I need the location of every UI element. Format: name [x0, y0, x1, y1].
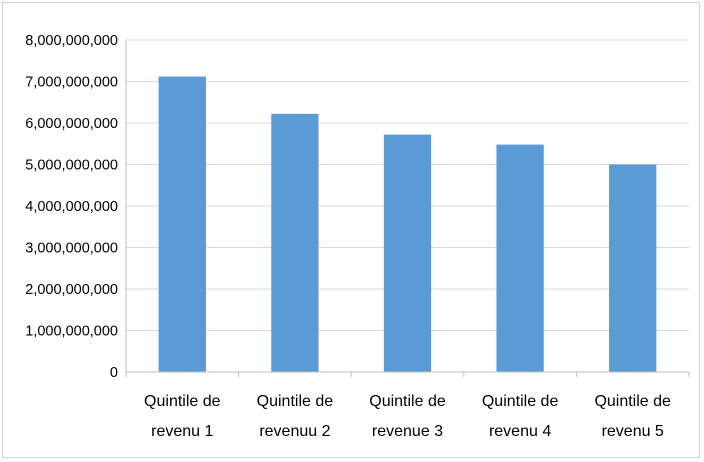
- bar: [271, 113, 319, 373]
- bar-chart: 0 1,000,000,000 2,000,000,000 3,000,000,000…: [25, 33, 690, 440]
- x-category-label: revenuu 2: [259, 423, 330, 440]
- bar: [383, 134, 432, 372]
- x-category-label: revenu 4: [489, 423, 551, 440]
- x-category-label: revenue 3: [372, 423, 443, 440]
- axes: [125, 40, 690, 377]
- y-tick-label: 8,000,000,000: [25, 33, 118, 49]
- y-tick-label: 1,000,000,000: [25, 324, 118, 340]
- x-category-label: Quintile de: [482, 393, 559, 410]
- x-tick-labels: Quintile de revenu 1 Quintile de revenuu 2 Q…: [144, 393, 671, 440]
- y-tick-label: 3,000,000,000: [25, 241, 118, 257]
- bars: [158, 76, 657, 373]
- bar: [158, 76, 206, 373]
- y-tick-label: 7,000,000,000: [25, 75, 118, 91]
- chart-frame: 0 1,000,000,000 2,000,000,000 3,000,000,000…: [2, 2, 700, 458]
- x-category-label: Quintile de: [257, 393, 334, 410]
- x-category-label: Quintile de: [594, 393, 671, 410]
- y-tick-label: 5,000,000,000: [25, 158, 118, 174]
- x-category-label: revenu 1: [151, 423, 213, 440]
- y-tick-label: 0: [110, 365, 118, 381]
- x-category-label: revenu 5: [602, 423, 664, 440]
- bar: [609, 164, 657, 372]
- y-tick-label: 2,000,000,000: [25, 282, 118, 298]
- y-tick-label: 6,000,000,000: [25, 116, 118, 132]
- y-tick-labels: 0 1,000,000,000 2,000,000,000 3,000,000,000…: [25, 33, 118, 381]
- bar: [496, 144, 544, 372]
- y-tick-label: 4,000,000,000: [25, 199, 118, 215]
- x-category-label: Quintile de: [144, 393, 221, 410]
- x-category-label: Quintile de: [369, 393, 446, 410]
